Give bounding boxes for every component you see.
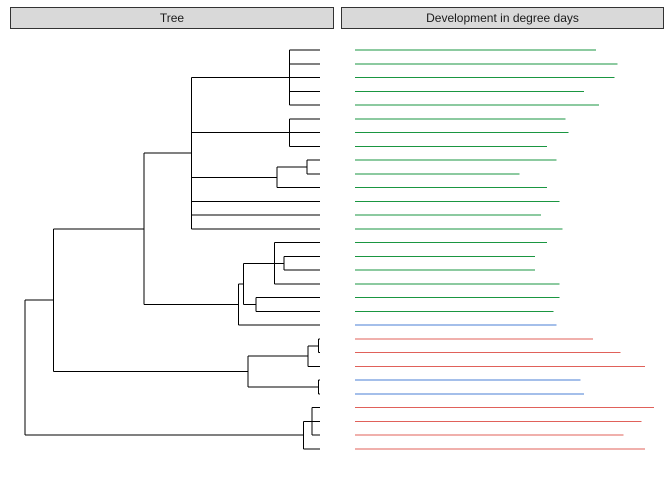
dendrogram	[24, 49, 320, 450]
panel-title-tree: Tree	[159, 11, 185, 25]
panel-title-development: Development in degree days	[426, 11, 579, 25]
development-bars	[355, 49, 654, 450]
panel-strip-development: Development in degree days	[341, 7, 664, 29]
panel-strip-tree: Tree	[10, 7, 334, 29]
